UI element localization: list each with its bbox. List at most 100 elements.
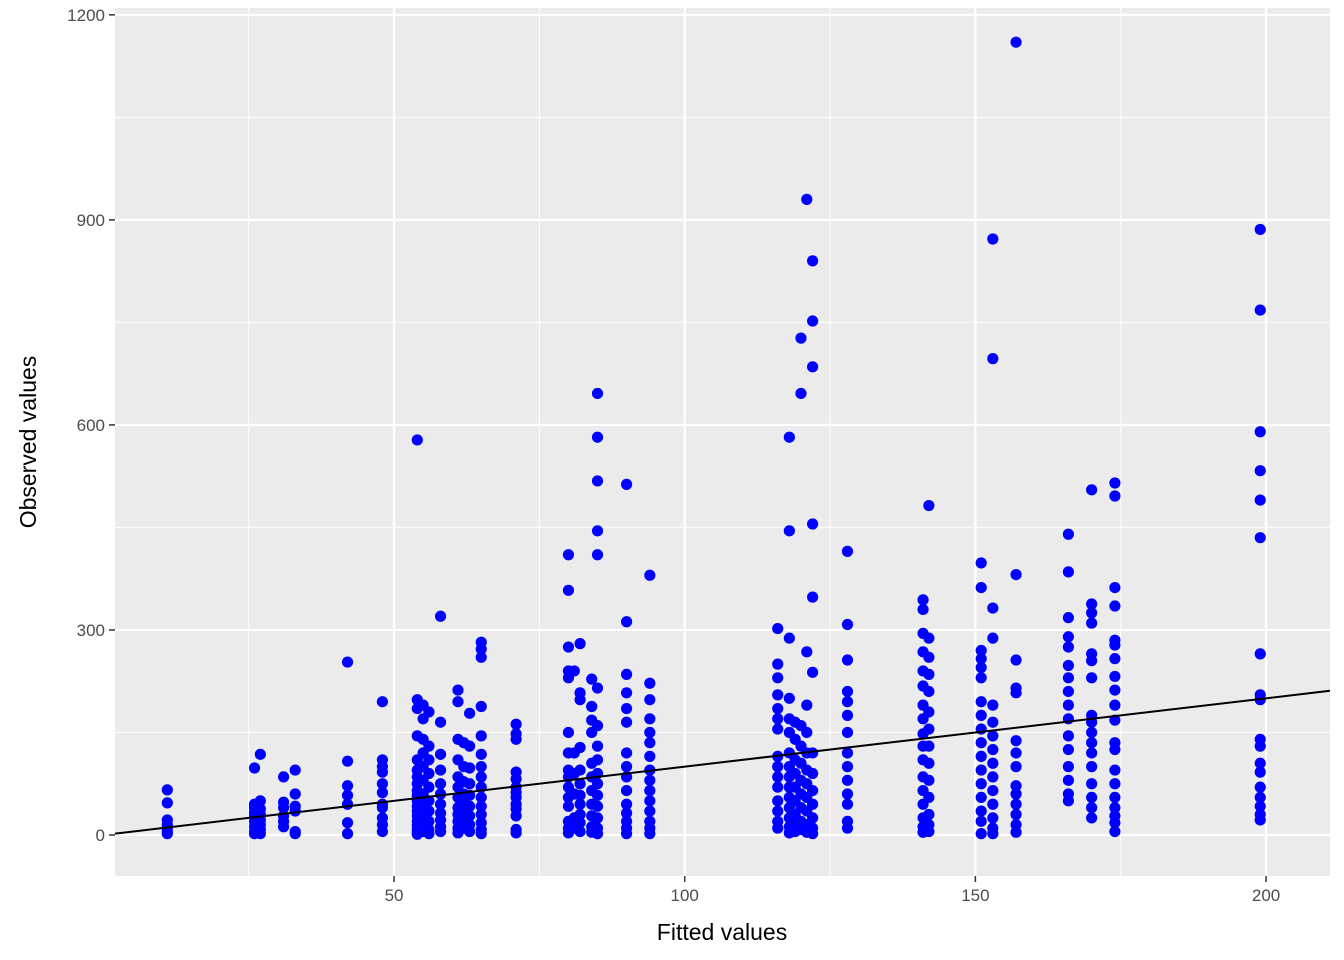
data-point — [975, 672, 987, 684]
data-point — [987, 699, 999, 711]
plot-panel — [115, 8, 1330, 876]
data-point — [975, 778, 987, 790]
data-point — [464, 800, 476, 812]
data-point — [923, 825, 935, 838]
data-point — [644, 694, 656, 706]
data-point — [464, 810, 476, 822]
data-point — [1086, 761, 1098, 773]
data-point — [1109, 490, 1121, 502]
data-point — [1109, 477, 1121, 489]
data-point — [620, 687, 633, 699]
data-point — [475, 808, 487, 821]
data-point — [1086, 672, 1098, 684]
data-point — [1254, 814, 1266, 826]
data-point — [987, 812, 999, 824]
data-point — [434, 716, 447, 728]
data-point — [841, 788, 854, 800]
data-point — [644, 750, 656, 762]
data-point — [975, 653, 987, 665]
data-point — [923, 740, 935, 752]
data-point — [923, 499, 935, 512]
data-point — [807, 315, 819, 327]
data-point — [1109, 802, 1121, 814]
data-point — [423, 767, 435, 780]
data-point — [289, 788, 301, 800]
data-point — [644, 713, 656, 725]
data-point — [574, 764, 586, 776]
data-point — [783, 525, 795, 537]
data-point — [1109, 778, 1121, 790]
data-point — [591, 754, 604, 766]
reference-line — [114, 689, 1331, 835]
data-point — [562, 584, 575, 596]
data-point — [1109, 825, 1121, 838]
data-point — [1010, 735, 1022, 747]
data-point — [1109, 743, 1121, 756]
data-point — [254, 748, 266, 760]
major-gridlines — [115, 8, 1330, 876]
data-point — [475, 828, 487, 840]
x-tick-label: 50 — [385, 886, 404, 905]
data-point — [568, 665, 580, 677]
data-point — [1086, 607, 1098, 619]
data-point — [923, 791, 935, 804]
data-point — [1010, 826, 1022, 838]
y-tick-label: 1200 — [67, 6, 105, 25]
data-point — [923, 757, 935, 769]
data-point — [620, 668, 633, 680]
data-point — [591, 549, 604, 561]
data-point — [475, 791, 487, 804]
data-point — [1062, 730, 1074, 742]
data-point — [277, 802, 290, 814]
data-point — [591, 431, 604, 443]
data-point — [1062, 774, 1074, 786]
data-point — [1062, 672, 1074, 684]
data-point — [1010, 36, 1022, 48]
data-point — [423, 828, 435, 840]
data-point — [289, 764, 301, 776]
data-point — [987, 730, 999, 742]
data-point — [1109, 600, 1121, 612]
data-point — [644, 737, 656, 749]
y-tick-label: 300 — [77, 621, 105, 640]
data-point — [574, 798, 586, 810]
data-point — [1254, 766, 1266, 778]
data-point — [376, 825, 389, 838]
data-point — [591, 720, 604, 732]
data-point — [562, 800, 575, 812]
data-point — [341, 828, 354, 840]
data-point — [807, 666, 819, 678]
data-point — [161, 828, 173, 840]
data-point — [1010, 747, 1022, 759]
data-point — [975, 661, 987, 674]
data-point — [1086, 598, 1098, 610]
data-point — [289, 828, 301, 840]
data-point — [1254, 800, 1266, 812]
data-point — [917, 603, 929, 616]
x-axis-title: Fitted values — [657, 919, 787, 945]
data-point — [591, 387, 604, 400]
x-tick-label: 150 — [961, 886, 989, 905]
data-point — [1109, 639, 1121, 651]
data-point — [975, 828, 987, 840]
data-point — [644, 784, 656, 797]
data-point — [1010, 761, 1022, 773]
data-point — [341, 656, 354, 668]
data-point — [1109, 653, 1121, 665]
data-point — [161, 797, 173, 809]
data-point — [1254, 648, 1266, 660]
data-point — [1254, 465, 1266, 477]
data-point — [987, 632, 999, 644]
data-point — [434, 788, 447, 800]
data-point — [475, 761, 487, 773]
data-point — [1062, 659, 1074, 672]
data-point — [586, 673, 598, 685]
data-point — [783, 632, 795, 644]
data-point — [1062, 631, 1074, 643]
data-point — [161, 784, 173, 796]
data-point — [1086, 726, 1098, 739]
data-point — [620, 747, 633, 759]
data-point — [923, 668, 935, 680]
data-point — [783, 431, 795, 443]
data-point — [772, 781, 784, 793]
